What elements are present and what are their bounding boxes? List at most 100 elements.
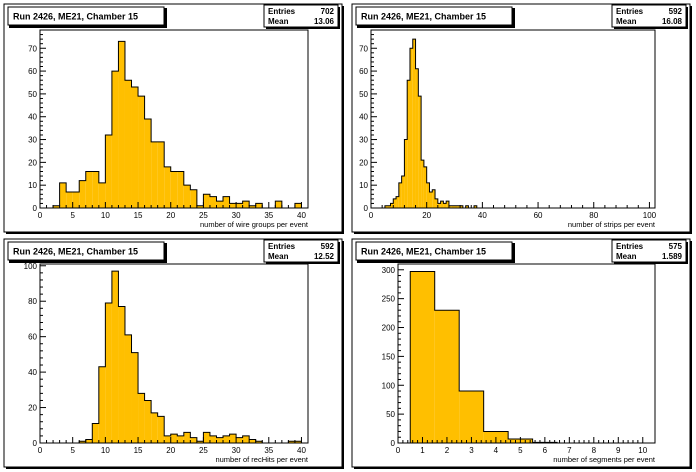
stats-label: Mean [268, 252, 289, 261]
y-tick-label: 100 [24, 262, 38, 271]
x-tick-label: 5 [518, 446, 523, 455]
pad-frame [351, 238, 691, 468]
x-tick-label: 60 [534, 211, 543, 220]
x-tick-label: 4 [494, 446, 499, 455]
stats-box: Entries 575 Mean 1.589 [611, 239, 688, 264]
histogram-bar [249, 205, 256, 208]
x-axis-label: number of recHits per event [215, 455, 308, 464]
stats-box: Entries 592 Mean 16.08 [611, 4, 688, 29]
histogram-bar [118, 306, 125, 443]
histogram-bar [474, 205, 477, 208]
x-tick-label: 40 [478, 211, 487, 220]
x-tick-label: 0 [369, 211, 374, 220]
histogram-bar [459, 391, 484, 443]
histogram-bar [398, 182, 402, 208]
histogram-bar [432, 189, 436, 208]
x-tick-label: 25 [199, 446, 208, 455]
stats-box-frame [611, 4, 687, 28]
stats-value: 702 [321, 7, 335, 16]
histogram-bar [164, 166, 171, 208]
y-tick-label: 40 [359, 113, 368, 122]
stats-value: 575 [669, 242, 683, 251]
histogram-bar [151, 412, 158, 443]
histogram-bar [53, 205, 60, 208]
histogram-bar [190, 437, 197, 443]
histogram-bar [223, 196, 230, 208]
chart-title: Run 2426, ME21, Chamber 15 [361, 12, 486, 22]
stats-box: Entries 702 Mean 13.06 [263, 4, 340, 29]
plot-frame [370, 29, 656, 209]
histogram-bar [85, 171, 93, 208]
title-box: Run 2426, ME21, Chamber 15 [7, 6, 167, 28]
histogram-bar [440, 201, 444, 208]
x-tick-label: 5 [70, 446, 75, 455]
histogram-bar [407, 80, 410, 208]
stats-value: 592 [321, 242, 335, 251]
stats-label: Entries [616, 7, 644, 16]
y-tick-label: 50 [359, 90, 368, 99]
x-tick-label: 5 [70, 211, 75, 220]
x-tick-label: 30 [232, 446, 241, 455]
histogram-outline [40, 40, 308, 209]
histogram-bar [92, 423, 99, 443]
histogram-bar [59, 182, 67, 208]
histogram-bar [111, 271, 119, 443]
histogram-bar [79, 441, 86, 443]
title-box: Run 2426, ME21, Chamber 15 [355, 241, 515, 263]
pad-frame [3, 238, 343, 468]
y-tick-label: 20 [359, 158, 368, 167]
title-box-frame [355, 241, 513, 261]
histogram-bars [384, 39, 477, 209]
x-axis-label: number of segments per event [553, 455, 656, 464]
histogram-bar [183, 185, 191, 208]
histogram-bar [105, 302, 112, 443]
histogram-bar [465, 205, 469, 208]
histogram-bar [196, 441, 204, 443]
y-tick-label: 50 [28, 90, 37, 99]
histogram-bar [460, 205, 463, 208]
histogram-outline [384, 38, 478, 209]
histogram-bar [236, 437, 243, 443]
x-tick-label: 1 [420, 446, 425, 455]
chart-title: Run 2426, ME21, Chamber 15 [13, 12, 138, 22]
histogram-bar [203, 194, 210, 208]
stats-label: Mean [616, 252, 637, 261]
histogram-bars [53, 41, 302, 209]
stats-value: 1.589 [662, 252, 683, 261]
y-tick-label: 20 [28, 158, 37, 167]
histogram-bar [275, 201, 282, 208]
histogram-bar [164, 435, 171, 443]
x-tick-label: 35 [264, 211, 273, 220]
histogram-bar [294, 203, 302, 208]
histogram-bar [177, 435, 184, 443]
histogram-bar [421, 160, 424, 208]
histogram-bar [131, 87, 139, 208]
y-tick-label: 30 [359, 136, 368, 145]
y-tick-label: 0 [364, 204, 369, 213]
stats-label: Entries [268, 7, 296, 16]
histogram-bar [409, 48, 413, 208]
y-tick-label: 250 [382, 295, 396, 304]
y-tick-label: 0 [33, 204, 38, 213]
histogram-bar [85, 439, 93, 443]
y-tick-label: 100 [382, 381, 396, 390]
histogram-bar [79, 180, 86, 208]
x-tick-label: 10 [101, 446, 110, 455]
chart-title: Run 2426, ME21, Chamber 15 [13, 247, 138, 257]
title-box-frame [7, 241, 165, 261]
histogram-bar [216, 201, 224, 208]
histogram-bar [451, 205, 455, 208]
histogram-bar [203, 432, 210, 443]
title-box-frame [355, 6, 513, 26]
y-tick-label: 40 [28, 368, 37, 377]
histogram-bar [393, 198, 397, 208]
histogram-bar [157, 416, 165, 443]
y-tick-label: 70 [28, 44, 37, 53]
histogram-bar [396, 196, 399, 208]
histogram-bar [118, 41, 125, 209]
chart-pad-1: 0 5 10 15 20 25 30 35 40 0 10 20 30 40 50 60 70 number of… [3, 3, 344, 234]
histogram-bar [170, 434, 178, 443]
y-tick-label: 300 [382, 266, 396, 275]
x-tick-label: 3 [469, 446, 474, 455]
histogram-bar [157, 141, 165, 208]
